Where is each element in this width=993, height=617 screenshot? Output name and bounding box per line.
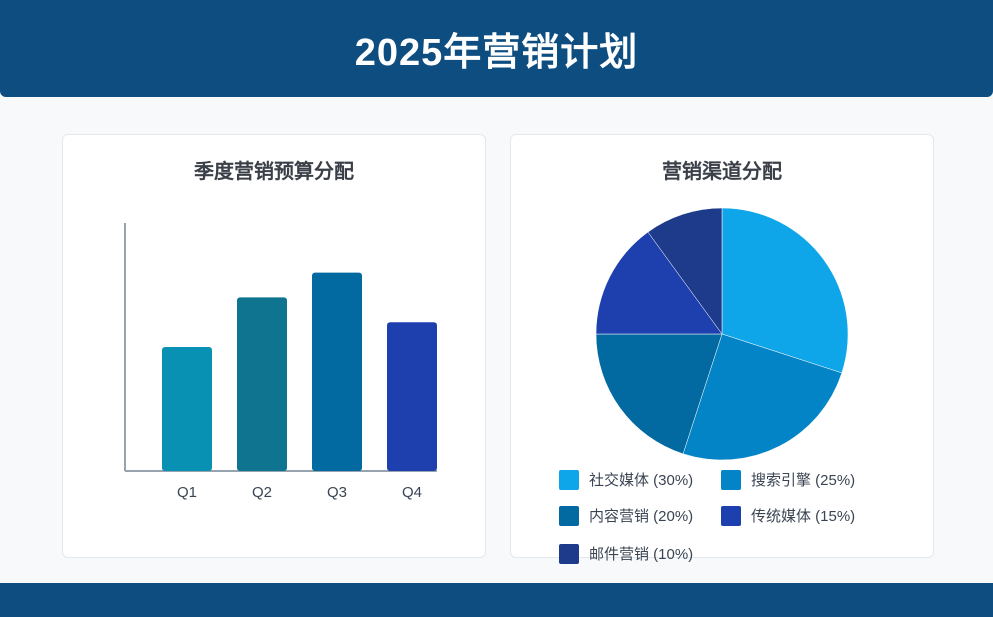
pie-slice-4 xyxy=(595,231,723,335)
legend-item: 邮件营销 (10%) xyxy=(559,543,693,564)
legend-label: 搜索引擎 (25%) xyxy=(751,472,856,489)
legend-label: 社交媒体 (30%) xyxy=(589,472,694,489)
bar-chart-card: 季度营销预算分配 Q1 Q2 Q3 Q4 xyxy=(62,134,486,558)
pie-slice-3 xyxy=(595,333,723,455)
legend-item: 传统媒体 (15%) xyxy=(721,505,855,526)
bar-q3 xyxy=(312,272,362,471)
pie-chart-card: 营销渠道分配 社交媒体 (30%) 搜索引擎 (25%) 内容营销 (20%) 传统媒… xyxy=(510,134,934,564)
legend-label: 传统媒体 (15%) xyxy=(751,508,856,525)
legend-label: 内容营销 (20%) xyxy=(589,508,694,525)
pie-chart xyxy=(595,207,849,461)
legend-item: 社交媒体 (30%) xyxy=(559,469,693,490)
x-tick-label: Q4 xyxy=(402,484,422,501)
legend-label: 邮件营销 (10%) xyxy=(589,546,694,563)
page-header: 2025年营销计划 xyxy=(0,0,993,97)
legend-item: 内容营销 (20%) xyxy=(559,505,693,526)
x-tick-label: Q1 xyxy=(177,484,197,501)
page-title: 2025年营销计划 xyxy=(354,32,639,74)
pie-slice-2 xyxy=(682,333,843,461)
bar-chart-title: 季度营销预算分配 xyxy=(194,161,354,183)
x-tick-label: Q2 xyxy=(252,484,272,501)
pie-slice-1 xyxy=(721,207,849,374)
bar-chart: Q1 Q2 Q3 Q4 xyxy=(124,223,437,501)
legend-swatch xyxy=(559,469,579,490)
bar-q2 xyxy=(237,297,287,471)
page-footer xyxy=(0,583,993,617)
x-tick-label: Q3 xyxy=(327,484,347,501)
legend-item: 搜索引擎 (25%) xyxy=(721,469,855,490)
bar-q1 xyxy=(162,347,212,471)
pie-chart-title: 营销渠道分配 xyxy=(662,161,782,183)
pie-slice-5 xyxy=(647,207,723,335)
legend-swatch xyxy=(559,505,579,526)
legend-swatch xyxy=(721,505,741,526)
bar-q4 xyxy=(387,322,437,471)
legend-swatch xyxy=(559,543,579,564)
legend-swatch xyxy=(721,469,741,490)
